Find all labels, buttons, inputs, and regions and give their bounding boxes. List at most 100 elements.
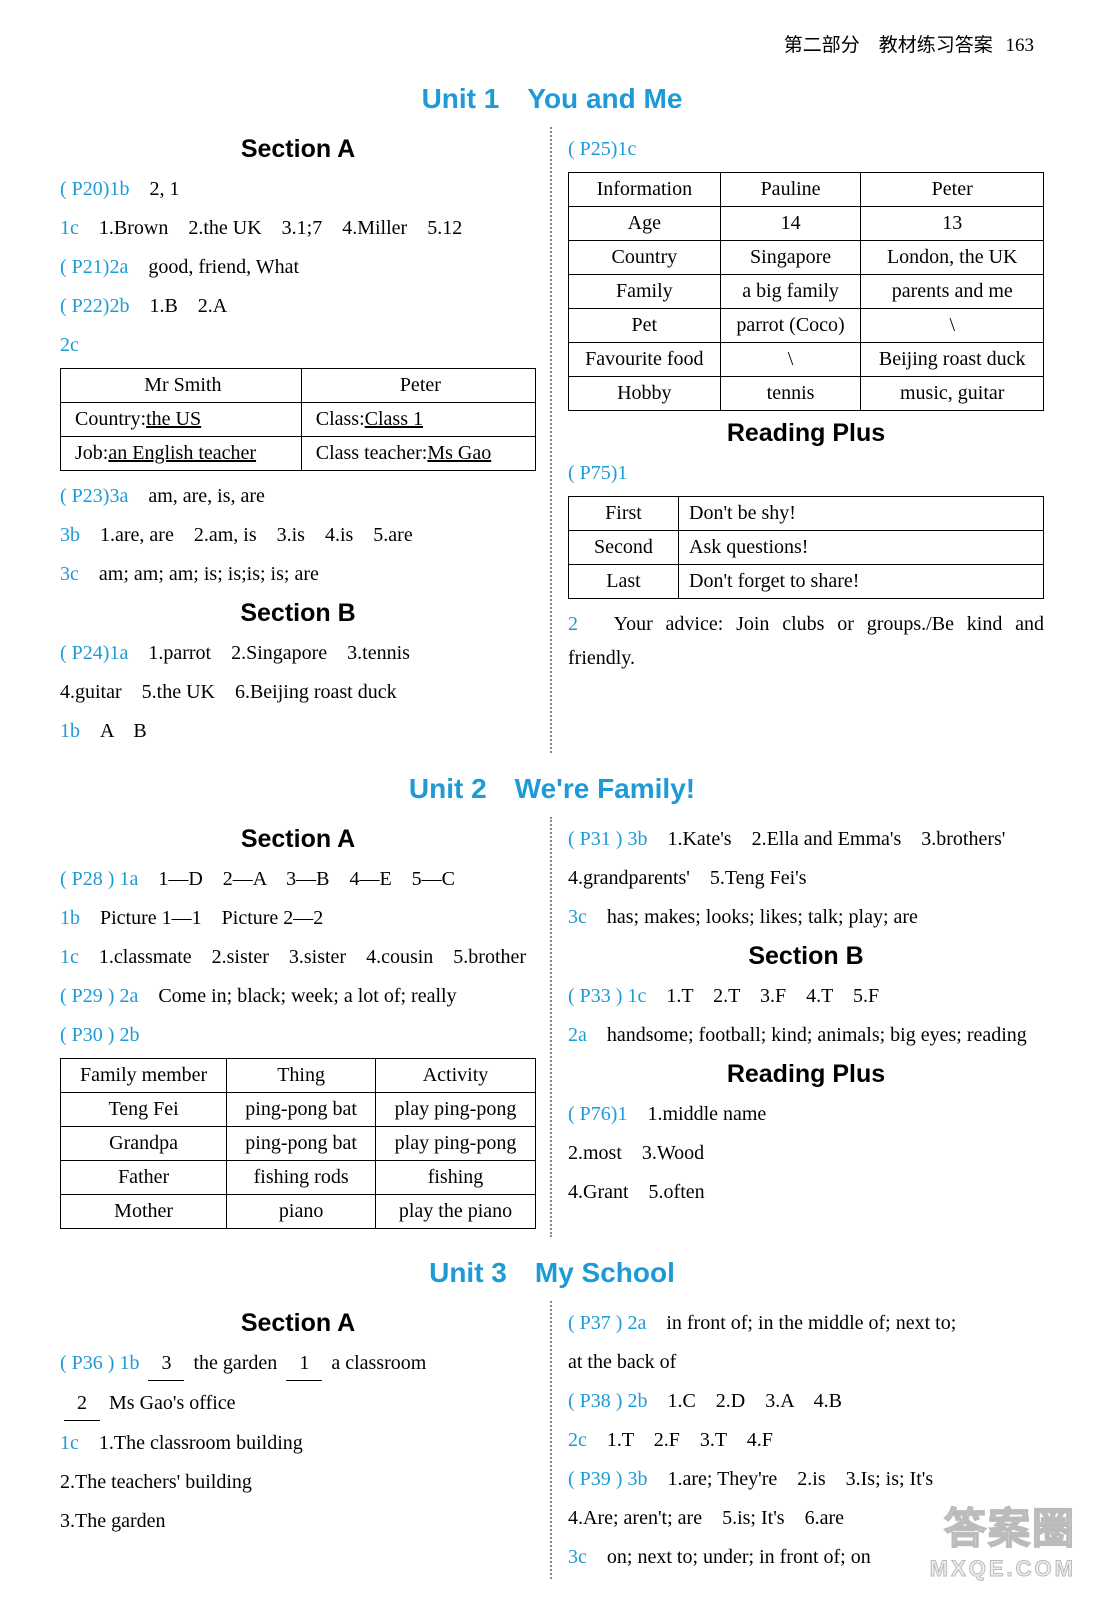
table-cell: Job:an English teacher: [61, 437, 302, 471]
cell-label: Country:: [75, 408, 146, 430]
answer-text: Picture 1—1 Picture 2—2: [100, 907, 323, 929]
table-cell: play ping-pong: [376, 1093, 536, 1127]
answer-text: has; makes; looks; likes; talk; play; ar…: [607, 906, 918, 928]
answer-text: 1.are; They're 2.is 3.Is; is; It's: [667, 1468, 933, 1490]
table-cell: Last: [569, 565, 679, 599]
answer-text: 1.middle name: [647, 1103, 766, 1125]
answer-line: ( P25)1c: [568, 132, 1044, 166]
unit1-columns: Section A ( P20)1b 2, 1 1c 1.Brown 2.the…: [60, 127, 1044, 753]
page-ref: ( P39 ) 3b: [568, 1468, 647, 1490]
table-cell: Don't forget to share!: [679, 565, 1044, 599]
cell-label: Class teacher:: [316, 442, 428, 464]
table-cell: First: [569, 497, 679, 531]
table-cell: Family: [569, 275, 721, 309]
table-cell: Don't be shy!: [679, 497, 1044, 531]
answer-line: ( P76)1 1.middle name: [568, 1097, 1044, 1131]
table-cell: fishing rods: [227, 1161, 376, 1195]
answer-line: 3.The garden: [60, 1504, 536, 1538]
answer-line: ( P39 ) 3b 1.are; They're 2.is 3.Is; is;…: [568, 1462, 1044, 1496]
unit1-title: Unit 1 You and Me: [60, 77, 1044, 117]
table-cell: parents and me: [861, 275, 1044, 309]
table-cell: a big family: [720, 275, 861, 309]
table-cell: Country:the US: [61, 403, 302, 437]
cell-value: Ms Gao: [427, 442, 491, 464]
answer-line: 1b A B: [60, 714, 536, 748]
answer-line: ( P21)2a good, friend, What: [60, 250, 536, 284]
answer-line: 2 Ms Gao's office: [60, 1386, 536, 1421]
answer-text: 1.Brown 2.the UK 3.1;7 4.Miller 5.12: [99, 217, 462, 239]
answer-text: 2.most 3.Wood: [568, 1142, 704, 1164]
blank-fill: 1: [286, 1346, 322, 1381]
table-row: Job:an English teacher Class teacher:Ms …: [61, 437, 536, 471]
table-row: CountrySingaporeLondon, the UK: [569, 241, 1044, 275]
unit2-right: ( P31 ) 3b 1.Kate's 2.Ella and Emma's 3.…: [568, 817, 1044, 1237]
answer-line: 1c 1.Brown 2.the UK 3.1;7 4.Miller 5.12: [60, 211, 536, 245]
answer-text: 2, 1: [149, 178, 179, 200]
answer-line: ( P23)3a am, are, is, are: [60, 479, 536, 513]
page-ref: ( P30 ) 2b: [60, 1024, 139, 1046]
answer-text: 4.Grant 5.often: [568, 1181, 705, 1203]
u2-reading: Reading Plus: [568, 1060, 1044, 1089]
table-cell: Grandpa: [61, 1127, 227, 1161]
table-row: Mr SmithPeter: [61, 369, 536, 403]
answer-line: ( P33 ) 1c 1.T 2.T 3.F 4.T 5.F: [568, 979, 1044, 1013]
unit1-left: Section A ( P20)1b 2, 1 1c 1.Brown 2.the…: [60, 127, 552, 753]
answer-text: 1—D 2—A 3—B 4—E 5—C: [158, 868, 455, 890]
cell-value: an English teacher: [108, 442, 256, 464]
page-ref: ( P24)1a: [60, 642, 128, 664]
answer-text: the garden: [193, 1352, 277, 1374]
table-cell: Age: [569, 207, 721, 241]
table-cell: Peter: [861, 173, 1044, 207]
answer-line: ( P22)2b 1.B 2.A: [60, 289, 536, 323]
table-cell: \: [720, 343, 861, 377]
table-row: Country:the US Class:Class 1: [61, 403, 536, 437]
table-cell: Teng Fei: [61, 1093, 227, 1127]
unit3-title: Unit 3 My School: [60, 1251, 1044, 1291]
table-cell: Activity: [376, 1059, 536, 1093]
unit3-left: Section A ( P36 ) 1b 3 the garden 1 a cl…: [60, 1301, 552, 1579]
page-ref: ( P21)2a: [60, 256, 128, 278]
page-ref: ( P38 ) 2b: [568, 1390, 647, 1412]
answer-text: 4.Are; aren't; are 5.is; It's 6.are: [568, 1507, 844, 1529]
answer-text: 1.The classroom building: [99, 1432, 303, 1454]
answer-line: ( P75)1: [568, 456, 1044, 490]
answer-text: 1.classmate 2.sister 3.sister 4.cousin 5…: [99, 946, 526, 968]
table-cell: \: [861, 309, 1044, 343]
answer-text: 2.The teachers' building: [60, 1471, 252, 1493]
answer-text: 1.B 2.A: [149, 295, 227, 317]
page-ref: ( P76)1: [568, 1103, 627, 1125]
table-cell: Second: [569, 531, 679, 565]
table-cell: Pauline: [720, 173, 861, 207]
u3-secA: Section A: [60, 1309, 536, 1338]
answer-line: 4.guitar 5.the UK 6.Beijing roast duck: [60, 675, 536, 709]
table-cell: Information: [569, 173, 721, 207]
answer-line: 2 Your advice: Join clubs or groups./Be …: [568, 607, 1044, 675]
u2-table-2b: Family memberThingActivity Teng Feiping-…: [60, 1058, 536, 1229]
answer-text: 4.grandparents' 5.Teng Fei's: [568, 867, 807, 889]
table-cell: music, guitar: [861, 377, 1044, 411]
page-ref: ( P22)2b: [60, 295, 129, 317]
answer-text: A B: [100, 720, 147, 742]
u1-table-1c: InformationPaulinePeter Age1413 CountryS…: [568, 172, 1044, 411]
blank-fill: 3: [148, 1346, 184, 1381]
q-num: 2: [568, 613, 578, 635]
table-cell: 14: [720, 207, 861, 241]
table-cell: ping-pong bat: [227, 1127, 376, 1161]
u1-secB: Section B: [60, 599, 536, 628]
table-row: Favourite food\Beijing roast duck: [569, 343, 1044, 377]
answer-text: Come in; black; week; a lot of; really: [158, 985, 456, 1007]
q-num: 1b: [60, 720, 80, 742]
watermark: 答案圈 MXQE.COM: [930, 1495, 1076, 1582]
answer-line: 4.Grant 5.often: [568, 1175, 1044, 1209]
table-cell: parrot (Coco): [720, 309, 861, 343]
table-cell: fishing: [376, 1161, 536, 1195]
table-cell: Class teacher:Ms Gao: [301, 437, 535, 471]
table-cell: Father: [61, 1161, 227, 1195]
u2-secA: Section A: [60, 825, 536, 854]
page-ref: ( P23)3a: [60, 485, 128, 507]
table-row: Family memberThingActivity: [61, 1059, 536, 1093]
table-cell: Country: [569, 241, 721, 275]
cell-value: the US: [146, 408, 201, 430]
part-label: 第二部分 教材练习答案: [784, 35, 993, 56]
answer-line: 1b Picture 1—1 Picture 2—2: [60, 901, 536, 935]
